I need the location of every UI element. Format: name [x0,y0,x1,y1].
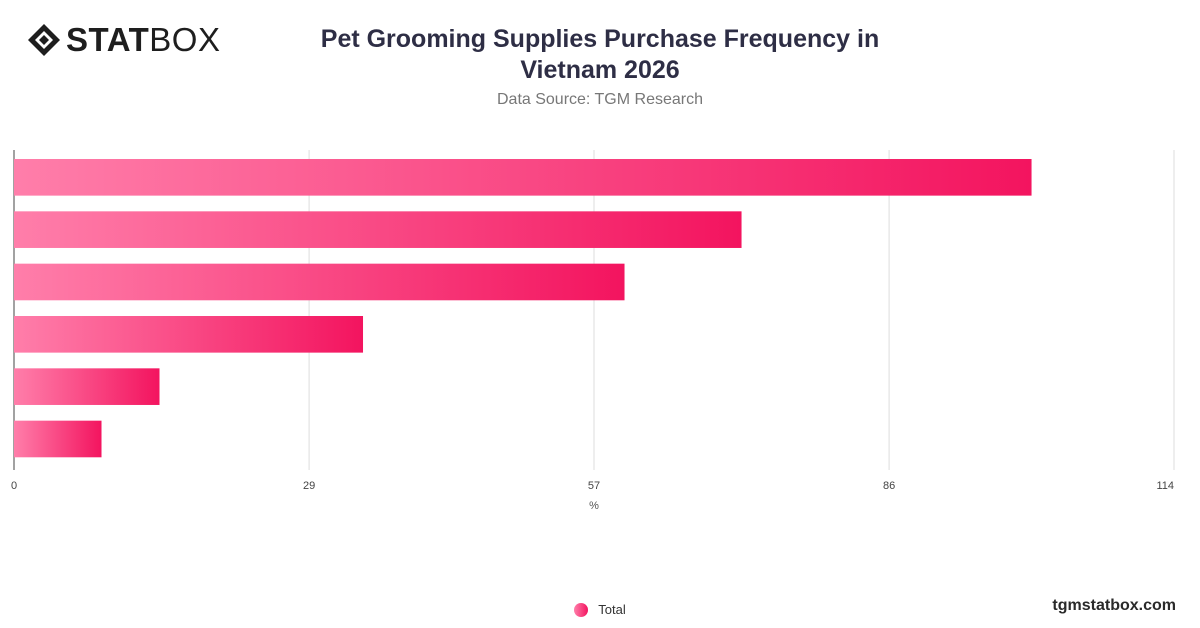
bar-3[interactable] [14,263,625,301]
x-tick-label: 57 [588,480,600,492]
x-tick-label: 29 [303,480,315,492]
x-axis-ticks: 0 29 57 86 114 [11,480,1174,492]
watermark: tgmstatbox.com [1052,597,1176,614]
x-axis-label: % [589,500,599,512]
logo-wordmark: STATBOX [66,22,220,58]
x-tick-label: 86 [883,480,895,492]
chart-title: Pet Grooming Supplies Purchase Frequency… [320,25,880,84]
bar-5[interactable] [14,368,160,405]
logo-text-light: BOX [149,21,221,58]
x-tick-label: 114 [1156,480,1174,492]
bar-1[interactable] [14,159,1032,196]
logo-text-bold: STAT [66,21,150,58]
legend-marker [574,602,589,617]
bar-4[interactable] [14,316,364,353]
grid-lines [13,150,1175,470]
bar-6[interactable] [14,420,102,458]
statbox-logo: STATBOX [26,22,220,58]
chart-subtitle: Data Source: TGM Research [496,91,703,108]
bar-2[interactable] [14,211,742,248]
statbox-diamond-icon [28,24,60,56]
bars [14,159,1032,458]
x-tick-label: 0 [11,480,17,492]
legend[interactable]: Total [0,602,1200,617]
legend-label: Total [598,602,626,617]
